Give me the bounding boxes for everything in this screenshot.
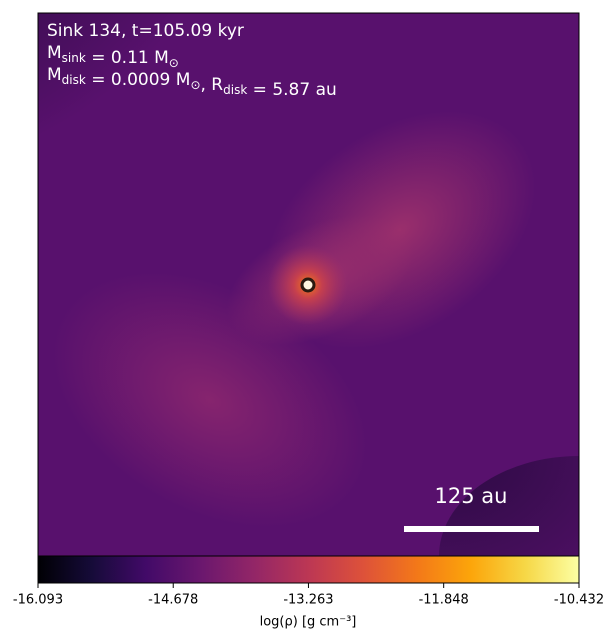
text: = 5.87 au	[247, 80, 337, 100]
tick-label: -11.848	[419, 593, 469, 608]
colorbar	[37, 555, 580, 584]
annotation: Sink 134, t=105.09 kyr	[47, 21, 244, 41]
subscript: disk	[223, 83, 247, 97]
text: = 0.11 M	[86, 48, 169, 68]
scale-bar-label: 125 au	[435, 484, 508, 508]
subscript: sink	[62, 51, 86, 65]
subscript: ⊙	[169, 56, 179, 70]
text: M	[47, 43, 62, 63]
subscript: ⊙	[190, 78, 200, 92]
annotation: Mdisk = 0.0009 M⊙, Rdisk = 5.87 au	[47, 65, 337, 100]
colorbar-label: log(ρ) [g cm⁻³]	[260, 615, 357, 630]
subscript: disk	[62, 73, 86, 87]
sink	[300, 277, 316, 293]
tick-label: -16.093	[13, 593, 63, 608]
tick-label: -10.432	[554, 593, 604, 608]
text: Sink 134, t=105.09 kyr	[47, 21, 244, 41]
text: M	[47, 65, 62, 85]
tick-label: -14.678	[148, 593, 198, 608]
tick-label: -13.263	[283, 593, 333, 608]
annotation: Msink = 0.11 M⊙	[47, 43, 179, 70]
text: = 0.0009 M	[86, 70, 191, 90]
text: , R	[201, 75, 224, 95]
